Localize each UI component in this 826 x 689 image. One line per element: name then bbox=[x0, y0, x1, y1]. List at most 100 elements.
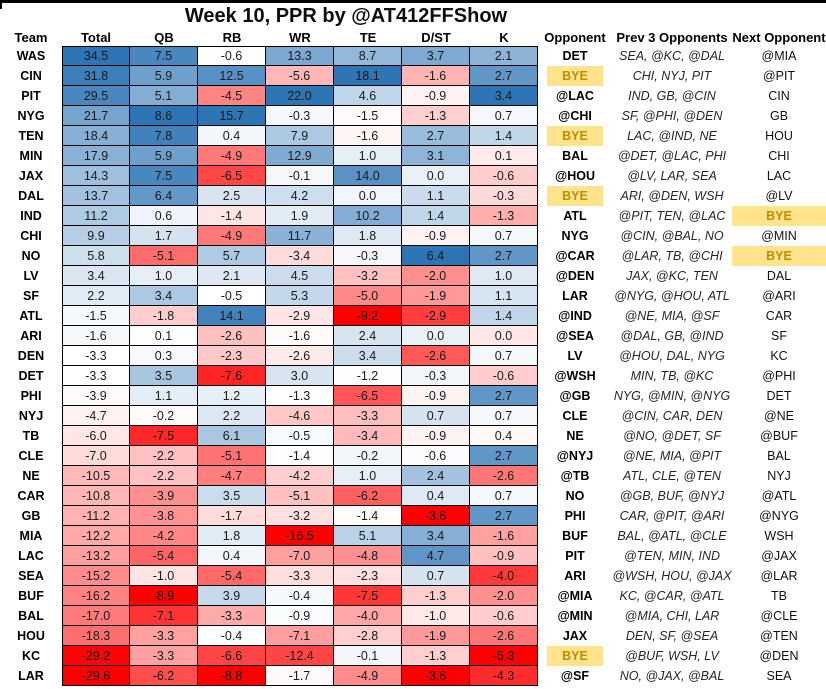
heat-cell-total: 5.8 bbox=[62, 246, 130, 266]
team-cell: LV bbox=[23, 269, 39, 283]
opponent-cell: PIT bbox=[565, 549, 585, 563]
page-title: Week 10, PPR by @AT412FFShow bbox=[184, 5, 508, 27]
team-cell: BUF bbox=[18, 589, 44, 603]
heat-cell-total: 2.2 bbox=[62, 286, 130, 306]
opponent-cell: @LAC bbox=[556, 89, 594, 103]
heat-cell-k: -5.3 bbox=[470, 646, 538, 666]
heat-cell-qb: 6.4 bbox=[130, 186, 198, 206]
next-opponent-cell: @ATL bbox=[761, 489, 797, 503]
team-cell: ARI bbox=[20, 329, 42, 343]
heat-cell-dst: -1.9 bbox=[402, 286, 470, 306]
heat-cell-total: -18.3 bbox=[62, 626, 130, 646]
team-cell: NO bbox=[21, 249, 41, 263]
heat-cell-total: -10.8 bbox=[62, 486, 130, 506]
heat-cell-dst: 0.7 bbox=[402, 566, 470, 586]
table-row: NE -10.5 -2.2 -4.7 -4.2 1.0 2.4 -2.6 @TB ATL, CLE… bbox=[0, 466, 826, 486]
prev-3-opponents-cell: CHI, NYJ, PIT bbox=[632, 69, 712, 83]
opponent-cell: CLE bbox=[562, 409, 588, 423]
heat-cell-wr: -5.6 bbox=[266, 66, 334, 86]
heat-cell-qb: -3.3 bbox=[130, 626, 198, 646]
heat-cell-qb: -3.8 bbox=[130, 506, 198, 526]
heat-cell-total: -3.3 bbox=[62, 366, 130, 386]
heat-cell-k: 1.1 bbox=[470, 286, 538, 306]
heat-cell-rb: -4.5 bbox=[198, 86, 266, 106]
heat-cell-te: -5.0 bbox=[334, 286, 402, 306]
heat-cell-wr: -1.7 bbox=[266, 666, 334, 686]
heat-cell-te: 8.7 bbox=[334, 46, 402, 66]
prev-3-opponents-cell: DEN, SF, @SEA bbox=[625, 629, 719, 643]
heat-cell-rb: 2.1 bbox=[198, 266, 266, 286]
heat-cell-rb: -1.7 bbox=[198, 506, 266, 526]
team-cell: MIA bbox=[19, 529, 43, 543]
table-row: TEN 18.4 7.8 0.4 7.9 -1.6 2.7 1.4 BYE LAC, @IND, … bbox=[0, 126, 826, 146]
opponent-cell: @WSH bbox=[554, 369, 596, 383]
heat-cell-te: -4.8 bbox=[334, 546, 402, 566]
col-header-qb: QB bbox=[154, 29, 174, 45]
heat-cell-rb: 2.2 bbox=[198, 406, 266, 426]
heat-cell-qb: -2.2 bbox=[130, 446, 198, 466]
table-row: KC -29.2 -3.3 -6.6 -12.4 -0.1 -1.3 -5.3 BYE @BUF,… bbox=[0, 646, 826, 666]
next-opponent-cell: LAC bbox=[766, 169, 792, 183]
next-opponent-cell: @ARI bbox=[762, 289, 796, 303]
heat-cell-dst: -1.3 bbox=[402, 106, 470, 126]
heat-cell-total: 11.2 bbox=[62, 206, 130, 226]
team-cell: GB bbox=[21, 509, 41, 523]
heat-cell-wr: -0.5 bbox=[266, 426, 334, 446]
table-row: ARI -1.6 0.1 -2.6 -1.6 2.4 0.0 0.0 @SEA @DAL, GB,… bbox=[0, 326, 826, 346]
table-row: GB -11.2 -3.8 -1.7 -3.2 -1.4 -3.6 2.7 PHI CAR, @P… bbox=[0, 506, 826, 526]
opponent-cell: BYE bbox=[538, 66, 612, 86]
opponent-cell: @IND bbox=[558, 309, 592, 323]
col-header-opponent: Opponent bbox=[544, 29, 606, 45]
heat-cell-qb: 5.9 bbox=[130, 146, 198, 166]
heat-cell-total: 34.5 bbox=[62, 46, 130, 66]
heat-cell-dst: 3.7 bbox=[402, 46, 470, 66]
opponent-cell: @SF bbox=[560, 669, 590, 683]
heat-cell-qb: 0.6 bbox=[130, 206, 198, 226]
heat-cell-dst: -1.9 bbox=[402, 626, 470, 646]
team-cell: TB bbox=[22, 429, 40, 443]
opponent-cell: @SEA bbox=[556, 329, 594, 343]
heat-cell-te: -6.5 bbox=[334, 386, 402, 406]
heat-cell-wr: -1.4 bbox=[266, 446, 334, 466]
heat-cell-wr: 12.9 bbox=[266, 146, 334, 166]
team-cell: DAL bbox=[18, 189, 44, 203]
next-opponent-cell: @TEN bbox=[760, 629, 798, 643]
heat-cell-te: -2.8 bbox=[334, 626, 402, 646]
prev-3-opponents-cell: @LAR, TB, @CHI bbox=[621, 249, 723, 263]
heat-cell-total: -11.2 bbox=[62, 506, 130, 526]
prev-3-opponents-cell: MIN, TB, @KC bbox=[630, 369, 714, 383]
heat-cell-wr: 4.5 bbox=[266, 266, 334, 286]
table-row: ATL -1.5 -1.8 14.1 -2.9 -9.2 -2.9 1.4 @IND @NE, M… bbox=[0, 306, 826, 326]
heat-cell-total: -17.0 bbox=[62, 606, 130, 626]
heat-cell-rb: -6.5 bbox=[198, 166, 266, 186]
heat-cell-total: -13.2 bbox=[62, 546, 130, 566]
next-opponent-cell: @LAR bbox=[760, 569, 798, 583]
heat-cell-te: 14.0 bbox=[334, 166, 402, 186]
heat-cell-rb: -3.3 bbox=[198, 606, 266, 626]
table-row: CHI 9.9 1.7 -4.9 11.7 1.8 -0.9 0.7 NYG @CIN, @BAL… bbox=[0, 226, 826, 246]
heat-cell-wr: 1.9 bbox=[266, 206, 334, 226]
col-header-rb: RB bbox=[222, 29, 242, 45]
heat-cell-dst: 0.0 bbox=[402, 326, 470, 346]
heat-cell-wr: 7.9 bbox=[266, 126, 334, 146]
heat-cell-k: -2.6 bbox=[470, 466, 538, 486]
heat-cell-rb: 1.2 bbox=[198, 386, 266, 406]
team-cell: NYJ bbox=[18, 409, 44, 423]
heat-cell-qb: -3.3 bbox=[130, 646, 198, 666]
next-opponent-cell: HOU bbox=[765, 129, 793, 143]
heat-cell-wr: -3.4 bbox=[266, 246, 334, 266]
heat-cell-k: 0.4 bbox=[470, 426, 538, 446]
heat-cell-wr: -0.3 bbox=[266, 106, 334, 126]
heat-cell-qb: -6.2 bbox=[130, 666, 198, 686]
opponent-cell: LV bbox=[567, 349, 583, 363]
heat-cell-qb: -8.9 bbox=[130, 586, 198, 606]
opponent-cell: NO bbox=[565, 489, 585, 503]
opponent-cell: LAR bbox=[562, 289, 588, 303]
heat-cell-wr: -7.1 bbox=[266, 626, 334, 646]
heat-cell-dst: -1.0 bbox=[402, 606, 470, 626]
heat-cell-k: 2.7 bbox=[470, 506, 538, 526]
heat-cell-dst: 0.0 bbox=[402, 166, 470, 186]
heat-cell-wr: -0.1 bbox=[266, 166, 334, 186]
heat-cell-k: 2.7 bbox=[470, 66, 538, 86]
heat-cell-rb: -2.3 bbox=[198, 346, 266, 366]
